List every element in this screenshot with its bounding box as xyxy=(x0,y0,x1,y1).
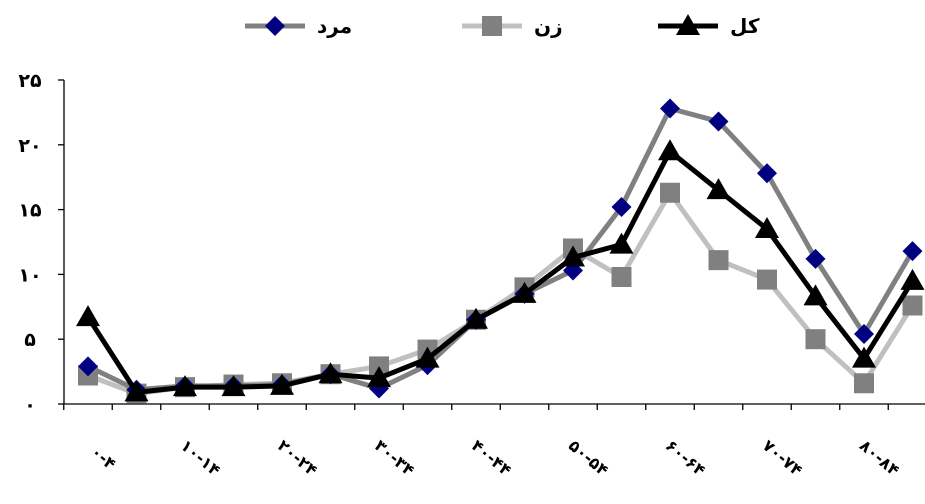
data-point xyxy=(708,111,729,132)
series-line xyxy=(87,190,915,397)
data-point xyxy=(755,217,779,239)
series-1 xyxy=(78,182,923,404)
data-point xyxy=(900,268,925,290)
legend-marker xyxy=(676,14,700,35)
series-2 xyxy=(76,139,925,402)
y-tick-label: ۵ xyxy=(24,329,36,351)
series-0 xyxy=(78,98,923,400)
x-tick-label: ۴۰-۴۴ xyxy=(468,436,515,480)
x-tick-label: ۱۰-۱۴ xyxy=(177,436,224,480)
x-tick-label: ۰-۴ xyxy=(87,442,119,474)
x-tick-label: ۷۰-۷۴ xyxy=(759,436,806,480)
legend-item: کل xyxy=(658,14,760,38)
data-point xyxy=(464,307,488,329)
legend: کل زن مرد xyxy=(245,14,760,38)
data-point xyxy=(221,375,246,397)
data-point xyxy=(805,248,826,269)
data-point xyxy=(706,178,731,200)
data-point xyxy=(757,163,777,184)
y-tick-label: ۱۰ xyxy=(18,264,41,286)
x-tick-label: ۵۰-۵۴ xyxy=(565,436,612,480)
data-point xyxy=(318,362,343,384)
data-point xyxy=(805,329,826,350)
data-point xyxy=(561,245,585,267)
x-axis: ۰-۴ ۱۰-۱۴ ۲۰-۲۴ ۳۰-۳۴ ۴۰-۴۴ ۵۰-۵۴ ۶۰-۶۴ ۷۰-۷۴ ۸۰… xyxy=(63,403,925,480)
series-line xyxy=(85,148,915,395)
data-point xyxy=(660,98,680,119)
legend-marker xyxy=(482,16,502,36)
x-tick-label: ۳۰-۳۴ xyxy=(371,436,418,480)
legend-item: زن xyxy=(462,14,563,38)
x-tick-label: ۶۰-۶۴ xyxy=(662,436,709,480)
data-point xyxy=(854,324,874,345)
x-tick-label: ۲۰-۲۴ xyxy=(274,436,321,480)
series-line xyxy=(86,106,915,393)
legend-label: مرد xyxy=(317,14,352,38)
data-point xyxy=(854,373,874,394)
data-point xyxy=(124,380,149,402)
data-point xyxy=(270,373,294,395)
data-point xyxy=(609,232,634,254)
legend-item: مرد xyxy=(245,14,352,38)
data-point xyxy=(512,281,537,303)
data-point xyxy=(902,241,923,262)
data-point xyxy=(757,269,777,290)
data-point xyxy=(902,295,923,316)
y-tick-label: ۲۵ xyxy=(18,70,42,92)
data-point xyxy=(803,284,828,306)
data-point xyxy=(708,250,729,271)
data-point xyxy=(660,182,680,203)
data-point xyxy=(173,375,197,397)
data-point xyxy=(78,356,98,377)
data-point xyxy=(611,197,632,218)
data-point xyxy=(367,366,391,388)
legend-label: زن xyxy=(534,14,563,38)
y-tick-label: ۰ xyxy=(24,394,36,416)
data-point xyxy=(611,266,632,287)
data-point xyxy=(658,139,682,161)
y-tick-label: ۲۰ xyxy=(18,135,41,157)
x-tick-label: ۸۰-۸۴ xyxy=(856,436,903,480)
data-point xyxy=(415,346,440,368)
data-point xyxy=(76,305,100,327)
legend-marker xyxy=(265,16,285,36)
y-tick-label: ۱۵ xyxy=(18,200,42,222)
series-layer xyxy=(76,98,925,404)
legend-label: کل xyxy=(730,14,760,38)
y-axis: ۰ ۵ ۱۰ ۱۵ ۲۰ ۲۵ xyxy=(18,70,65,416)
data-point xyxy=(852,346,876,368)
